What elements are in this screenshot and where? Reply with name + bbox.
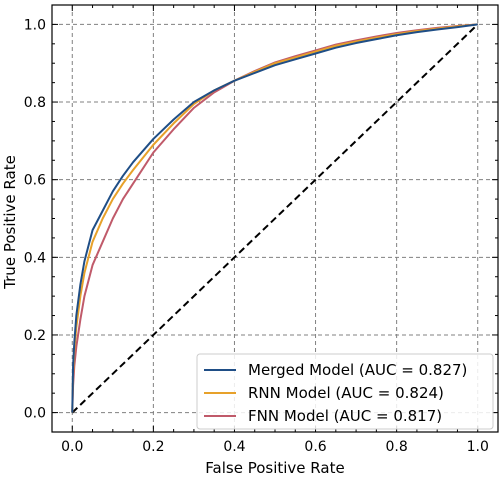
y-tick-label: 0.4 [24,250,46,266]
x-tick-label: 0.6 [304,439,326,455]
x-axis-label: False Positive Rate [205,459,344,477]
y-tick-label: 0.0 [24,406,46,422]
legend-label-merged: Merged Model (AUC = 0.827) [248,361,467,379]
series-layer [71,23,478,413]
legend-label-fnn: FNN Model (AUC = 0.817) [248,407,442,425]
legend: Merged Model (AUC = 0.827) RNN Model (AU… [196,353,494,430]
x-tick-label: 1.0 [467,439,489,455]
legend-label-rnn: RNN Model (AUC = 0.824) [248,384,444,402]
roc-curve-fnn [71,23,478,413]
y-axis-label: True Positive Rate [1,155,19,290]
roc-curve-merged [71,23,478,413]
x-tick-label: 0.8 [386,439,408,455]
x-tick-label: 0.4 [223,439,245,455]
x-tick-label: 0.2 [142,439,164,455]
y-tick-label: 0.2 [24,328,46,344]
y-tick-label: 0.8 [24,95,46,111]
y-tick-label: 1.0 [24,17,46,33]
x-tick-label: 0.0 [61,439,83,455]
legend-box [196,353,494,430]
grid [52,5,498,432]
y-tick-label: 0.6 [24,173,46,189]
tick-labels: 0.0 0.2 0.4 0.6 0.8 1.0 0.0 0.2 0.4 0.6 0.8 1.0 [24,17,489,455]
diagonal-reference-line [71,23,479,414]
